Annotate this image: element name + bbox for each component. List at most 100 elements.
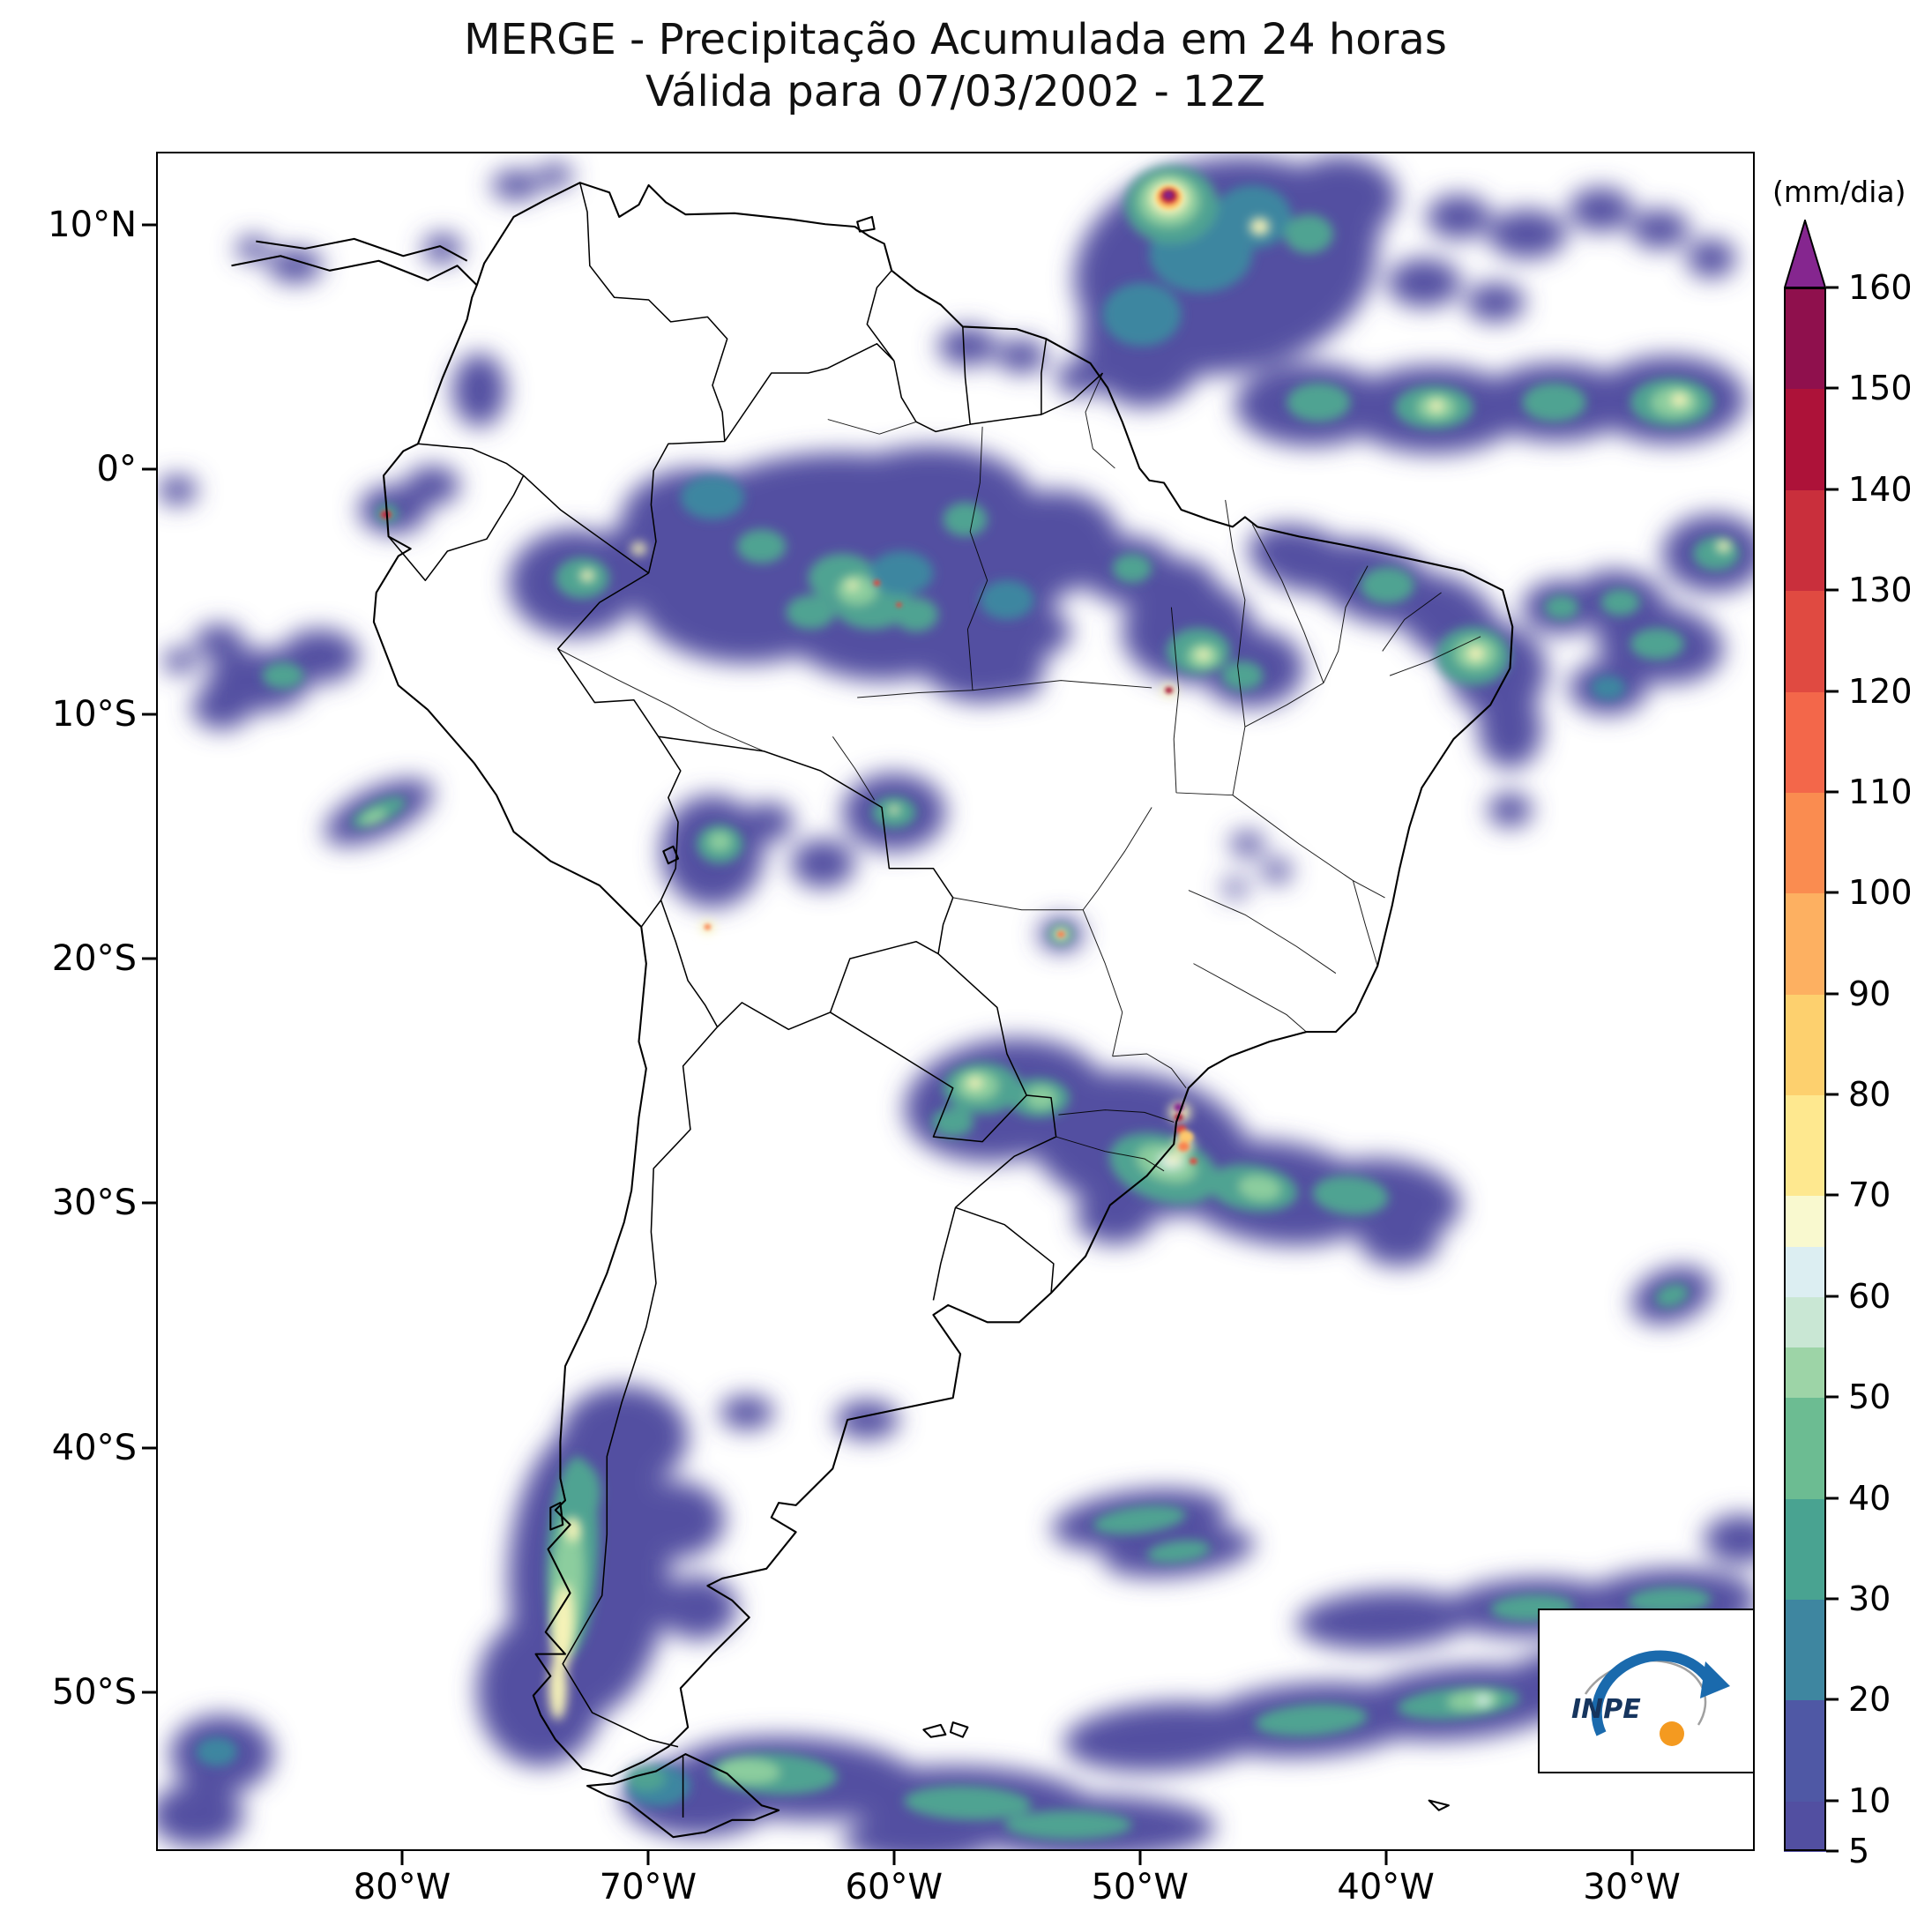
lat-tick-label: 10°N — [48, 205, 137, 246]
colorbar-tick-label: 70 — [1848, 1176, 1891, 1215]
colorbar-tick-label: 50 — [1848, 1377, 1891, 1417]
colorbar-tickmark — [1826, 386, 1839, 390]
colorbar-segment — [1784, 993, 1826, 1096]
lat-tick-label: 0° — [96, 449, 137, 490]
lon-tick-label: 50°W — [1091, 1867, 1189, 1907]
lon-tick-label: 70°W — [599, 1867, 697, 1907]
colorbar-segment — [1784, 1699, 1826, 1802]
colorbar-tick-label: 5 — [1848, 1832, 1870, 1870]
colorbar-unit-label: (mm/dia) — [1772, 175, 1906, 209]
colorbar-segment — [1784, 1195, 1826, 1247]
lon-tickmark — [892, 1851, 896, 1865]
colorbar-tick-label: 60 — [1848, 1276, 1891, 1316]
colorbar-segment — [1784, 1295, 1826, 1348]
colorbar-segment — [1784, 690, 1826, 793]
panama-isthmus-coastline — [231, 237, 478, 287]
colorbar-segment — [1784, 892, 1826, 995]
colorbar-tick-label: 150 — [1848, 369, 1913, 408]
south-america-map — [158, 155, 1753, 1849]
inpe-logo-box: INPE — [1538, 1609, 1755, 1773]
lat-tickmark — [142, 467, 156, 471]
colorbar-tickmark — [1826, 1698, 1839, 1701]
precip-layer-intense — [380, 184, 1197, 1165]
colorbar-tick-label: 40 — [1848, 1478, 1891, 1518]
colorbar-tick-label: 140 — [1848, 469, 1913, 509]
colorbar-tickmark — [1826, 891, 1839, 894]
colorbar-tickmark — [1826, 1093, 1839, 1096]
colorbar-tick-label: 110 — [1848, 772, 1913, 811]
colorbar-over-triangle — [1784, 220, 1826, 288]
colorbar-tickmark — [1826, 690, 1839, 693]
colorbar-tickmark — [1826, 1849, 1839, 1853]
colorbar-tick-label: 80 — [1848, 1075, 1891, 1115]
precip-layer-light — [158, 155, 1753, 1849]
lat-tickmark — [142, 1446, 156, 1449]
lat-tickmark — [142, 1691, 156, 1694]
colorbar-tickmark — [1826, 1295, 1839, 1298]
map-frame — [156, 152, 1755, 1851]
south-america-coastline — [372, 182, 1514, 1778]
colorbar-tickmark — [1826, 1395, 1839, 1399]
colorbar-segment — [1784, 1347, 1826, 1399]
colorbar-tick-label: 160 — [1848, 268, 1913, 307]
lat-tick-label: 30°S — [51, 1183, 137, 1224]
figure-title: MERGE - Precipitação Acumulada em 24 hor… — [156, 14, 1755, 117]
colorbar-segment — [1784, 590, 1826, 692]
lat-tick-label: 50°S — [51, 1671, 137, 1713]
lake-titicaca — [662, 845, 680, 865]
inpe-swirl-blue-icon — [1591, 1650, 1718, 1736]
colorbar-tickmark — [1826, 488, 1839, 491]
colorbar-segment — [1784, 489, 1826, 592]
lon-tick-label: 60°W — [845, 1867, 943, 1907]
inpe-swirl-gray-icon — [1584, 1659, 1707, 1726]
colorbar-segment — [1784, 1497, 1826, 1601]
chiloe-island — [549, 1502, 564, 1531]
lat-tickmark — [142, 957, 156, 960]
inpe-logo: INPE — [1571, 1650, 1730, 1746]
lon-tickmark — [646, 1851, 650, 1865]
colorbar-tick-label: 90 — [1848, 974, 1891, 1013]
country-borders — [388, 183, 1104, 1818]
state-borders — [557, 372, 1481, 1172]
coastline-layer — [231, 182, 1514, 1839]
title-line-1: MERGE - Precipitação Acumulada em 24 hor… — [464, 15, 1447, 64]
south-georgia-island — [1428, 1799, 1450, 1811]
lon-tick-label: 40°W — [1337, 1867, 1435, 1907]
colorbar-tickmark — [1826, 1799, 1839, 1803]
colorbar-tickmark — [1826, 1597, 1839, 1601]
lat-tick-label: 20°S — [51, 937, 137, 979]
colorbar-tick-label: 100 — [1848, 873, 1913, 913]
lon-tickmark — [400, 1851, 404, 1865]
colorbar-tick-label: 130 — [1848, 571, 1913, 610]
colorbar-segment — [1784, 1094, 1826, 1197]
colorbar-segment — [1784, 1397, 1826, 1499]
lon-tickmark — [1630, 1851, 1634, 1865]
lon-tick-label: 80°W — [353, 1867, 451, 1907]
falkland-islands — [922, 1721, 969, 1738]
inpe-arrowhead-icon — [1700, 1661, 1730, 1698]
colorbar-tick-label: 10 — [1848, 1780, 1891, 1820]
lat-tickmark — [142, 1201, 156, 1205]
colorbar-segment — [1784, 388, 1826, 490]
lat-tick-label: 10°S — [51, 693, 137, 735]
lon-tick-label: 30°W — [1583, 1867, 1681, 1907]
lon-tickmark — [1138, 1851, 1142, 1865]
colorbar-tickmark — [1826, 1497, 1839, 1500]
colorbar-tickmark — [1826, 790, 1839, 794]
colorbar-segment — [1784, 1800, 1826, 1852]
inpe-orange-dot-icon — [1660, 1721, 1684, 1746]
colorbar-over-arrow — [1784, 220, 1826, 288]
trinidad-island — [856, 215, 876, 233]
colorbar-segment — [1784, 287, 1826, 390]
lat-tickmark — [142, 223, 156, 227]
colorbar-tick-label: 20 — [1848, 1680, 1891, 1720]
lat-tickmark — [142, 713, 156, 716]
colorbar-tickmark — [1826, 286, 1839, 289]
colorbar-tickmark — [1826, 1193, 1839, 1197]
title-line-2: Válida para 07/03/2002 - 12Z — [645, 66, 1266, 116]
lat-tick-label: 40°S — [51, 1427, 137, 1468]
lon-tickmark — [1384, 1851, 1388, 1865]
inpe-logo-text: INPE — [1571, 1694, 1641, 1725]
colorbar-tickmark — [1826, 588, 1839, 592]
